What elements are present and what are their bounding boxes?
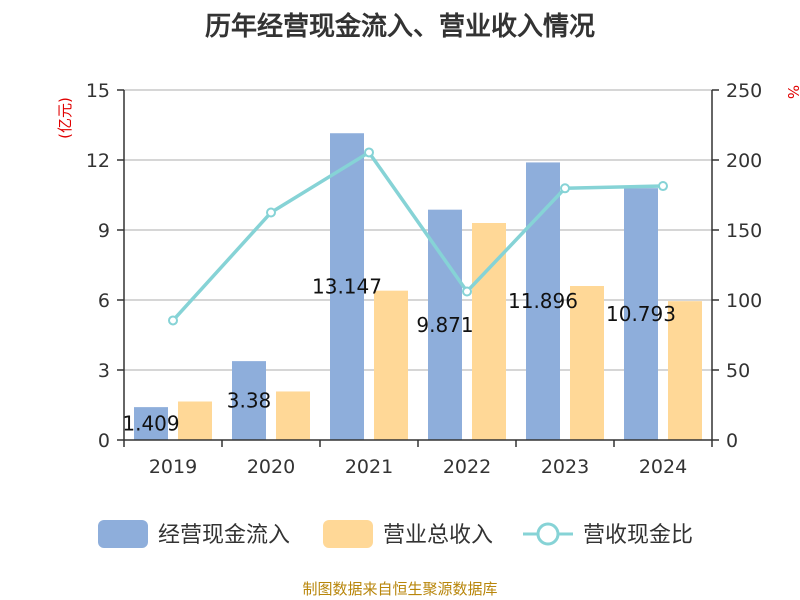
bar-cash-inflow: [232, 361, 266, 440]
ratio-point: [560, 183, 570, 194]
bar-revenue: [668, 301, 702, 440]
ratio-line-path: [171, 150, 664, 322]
data-label: 11.896: [508, 289, 578, 313]
ratio-point: [462, 286, 472, 297]
legend-swatch: [323, 520, 373, 548]
ratio-point: [168, 315, 178, 326]
legend-label: 营收现金比: [583, 523, 693, 548]
bar-cash-inflow: [330, 133, 364, 440]
data-label: 3.38: [227, 389, 272, 413]
bars: [134, 133, 702, 440]
y-axis-left-tick-label: 12: [86, 150, 110, 172]
x-axis-tick-label: 2024: [639, 456, 687, 478]
ratio-point: [658, 181, 668, 192]
bar-cash-inflow: [428, 209, 462, 440]
legend-label: 经营现金流入: [158, 523, 290, 548]
gridlines: [124, 89, 712, 371]
chart-title: 历年经营现金流入、营业收入情况: [204, 12, 595, 42]
y-axis-left-tick-label: 0: [98, 430, 110, 452]
bar-revenue: [276, 391, 310, 440]
data-label: 9.871: [416, 313, 473, 337]
y-axis-right-tick-label: 0: [726, 430, 738, 452]
y-axis-left-tick-label: 3: [98, 360, 110, 382]
x-axis-tick-label: 2019: [149, 456, 197, 478]
legend-swatch-marker: [536, 522, 560, 546]
y-axis-left-tick-label: 9: [98, 220, 110, 242]
legend-swatch: [98, 520, 148, 548]
bar-revenue: [570, 286, 604, 440]
ratio-line: [168, 147, 668, 326]
x-axis-tick-label: 2022: [443, 456, 491, 478]
ratio-point: [364, 147, 374, 158]
y-axis-right-tick-label: 200: [726, 150, 762, 172]
x-axis-tick-label: 2021: [345, 456, 393, 478]
source-footnote: 制图数据来自恒生聚源数据库: [302, 580, 498, 598]
data-label: 13.147: [312, 275, 382, 299]
y-axis-right-tick-label: 150: [726, 220, 762, 242]
y-axis-right-tick-label: 100: [726, 290, 762, 312]
legend: 经营现金流入 营业总收入 营收现金比: [98, 520, 693, 548]
data-labels: 1.409 3.38 13.147 9.871 11.896 10.793: [122, 275, 676, 436]
legend-label: 营业总收入: [383, 523, 493, 548]
x-axis-tick-label: 2023: [541, 456, 589, 478]
y-axis-right-unit: %: [784, 85, 800, 99]
bar-cash-inflow: [624, 188, 658, 440]
x-axis-tick-label: 2020: [247, 456, 295, 478]
y-axis-left-unit: (亿元): [56, 97, 74, 139]
bar-revenue: [374, 290, 408, 440]
ratio-point: [266, 207, 276, 218]
y-axis-right-tick-label: 250: [726, 80, 762, 102]
data-label: 1.409: [122, 412, 179, 436]
bar-cash-inflow: [526, 162, 560, 440]
y-axis-left-tick-label: 15: [86, 80, 110, 102]
data-label: 10.793: [606, 302, 676, 326]
y-axis-right-tick-label: 50: [726, 360, 750, 382]
bar-revenue: [472, 223, 506, 440]
bar-cash-inflow: [134, 407, 168, 440]
bar-revenue: [178, 401, 212, 440]
y-axis-left-tick-label: 6: [98, 290, 110, 312]
